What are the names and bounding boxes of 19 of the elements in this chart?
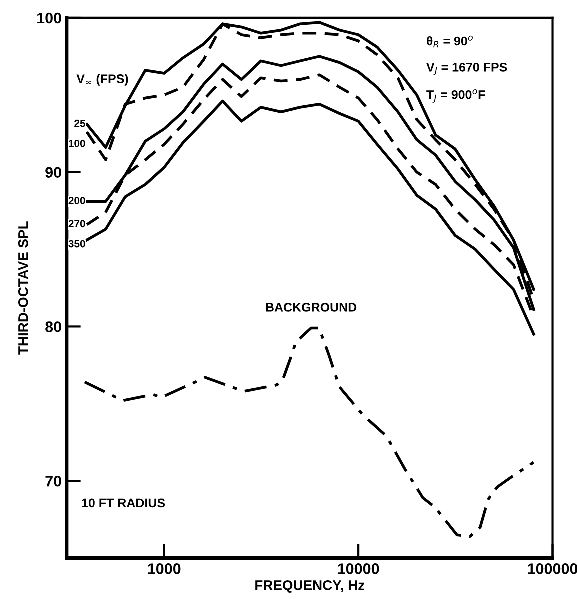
y-tick-label: 70 bbox=[46, 476, 62, 487]
annotation: T$_{J}$ = 900$^{o}$F bbox=[426, 90, 486, 103]
series-label: BACKGROUND bbox=[266, 303, 357, 312]
x-axis-title: FREQUENCY, Hz bbox=[256, 580, 365, 593]
annotation: 10 FT RADIUS bbox=[82, 498, 166, 508]
y-tick-label: 90 bbox=[46, 167, 62, 178]
y-axis-title: THIRD-OCTAVE SPL bbox=[18, 222, 28, 355]
x-tick-label: 10000 bbox=[338, 564, 380, 574]
y-tick-label: 100 bbox=[38, 12, 62, 24]
annotation: V$_{J}$ = 1670 FPS bbox=[426, 62, 508, 76]
series-label: 350 bbox=[68, 240, 86, 248]
series-label: 270 bbox=[68, 220, 86, 228]
series-label: 200 bbox=[68, 197, 86, 204]
series-label: 25 bbox=[74, 120, 86, 128]
y-tick-label: 80 bbox=[46, 322, 62, 332]
x-tick-label: 1000 bbox=[148, 564, 181, 574]
annotation: V$_{∞}$ (FPS) bbox=[76, 74, 128, 86]
series-label: 100 bbox=[69, 140, 86, 148]
annotation: θ$_{R}$ = 90$^{o}$ bbox=[427, 36, 473, 48]
